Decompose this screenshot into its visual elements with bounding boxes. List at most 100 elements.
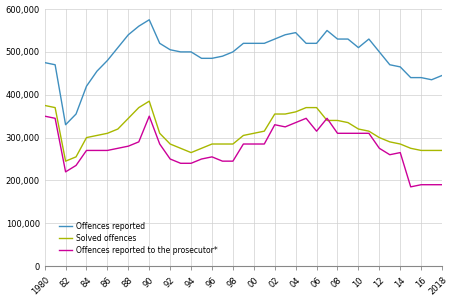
Offences reported xyxy=(147,18,152,21)
Offences reported to the prosecutor* xyxy=(377,146,382,150)
Offences reported to the prosecutor* xyxy=(168,157,173,161)
Solved offences xyxy=(84,136,89,140)
Offences reported xyxy=(157,41,163,45)
Solved offences xyxy=(220,142,225,146)
Offences reported to the prosecutor* xyxy=(157,142,163,146)
Solved offences xyxy=(419,149,424,152)
Offences reported to the prosecutor* xyxy=(126,144,131,148)
Offences reported xyxy=(262,41,267,45)
Offences reported to the prosecutor* xyxy=(188,162,194,165)
Solved offences xyxy=(377,136,382,140)
Solved offences xyxy=(168,142,173,146)
Offences reported xyxy=(168,48,173,52)
Offences reported to the prosecutor* xyxy=(262,142,267,146)
Offences reported xyxy=(366,37,371,41)
Offences reported to the prosecutor* xyxy=(429,183,434,187)
Offences reported to the prosecutor* xyxy=(345,131,350,135)
Offences reported xyxy=(73,112,79,116)
Solved offences xyxy=(303,106,309,109)
Offences reported to the prosecutor* xyxy=(241,142,246,146)
Solved offences xyxy=(355,127,361,131)
Solved offences xyxy=(251,131,257,135)
Offences reported to the prosecutor* xyxy=(366,131,371,135)
Offences reported xyxy=(105,59,110,62)
Offences reported xyxy=(178,50,183,54)
Offences reported to the prosecutor* xyxy=(324,117,330,120)
Solved offences xyxy=(429,149,434,152)
Offences reported xyxy=(355,46,361,50)
Offences reported xyxy=(398,65,403,69)
Solved offences xyxy=(387,140,393,144)
Offences reported to the prosecutor* xyxy=(52,117,58,120)
Offences reported to the prosecutor* xyxy=(439,183,445,187)
Offences reported to the prosecutor* xyxy=(84,149,89,152)
Offences reported to the prosecutor* xyxy=(42,114,47,118)
Solved offences xyxy=(209,142,215,146)
Solved offences xyxy=(94,133,100,137)
Offences reported to the prosecutor* xyxy=(199,157,204,161)
Offences reported xyxy=(188,50,194,54)
Offences reported xyxy=(199,56,204,60)
Offences reported xyxy=(282,33,288,37)
Solved offences xyxy=(42,104,47,107)
Offences reported xyxy=(377,50,382,54)
Offences reported xyxy=(42,61,47,64)
Line: Offences reported: Offences reported xyxy=(44,20,442,125)
Solved offences xyxy=(147,99,152,103)
Offences reported xyxy=(314,41,319,45)
Offences reported xyxy=(220,54,225,58)
Offences reported to the prosecutor* xyxy=(147,114,152,118)
Offences reported to the prosecutor* xyxy=(387,153,393,156)
Offences reported xyxy=(126,33,131,37)
Offences reported xyxy=(115,46,121,50)
Solved offences xyxy=(188,151,194,154)
Line: Offences reported to the prosecutor*: Offences reported to the prosecutor* xyxy=(44,116,442,187)
Offences reported to the prosecutor* xyxy=(408,185,414,189)
Solved offences xyxy=(241,133,246,137)
Solved offences xyxy=(105,131,110,135)
Legend: Offences reported, Solved offences, Offences reported to the prosecutor*: Offences reported, Solved offences, Offe… xyxy=(56,220,220,257)
Offences reported to the prosecutor* xyxy=(419,183,424,187)
Offences reported xyxy=(94,69,100,73)
Offences reported to the prosecutor* xyxy=(314,129,319,133)
Offences reported to the prosecutor* xyxy=(115,146,121,150)
Offences reported to the prosecutor* xyxy=(398,151,403,154)
Offences reported xyxy=(419,76,424,79)
Offences reported to the prosecutor* xyxy=(272,123,277,127)
Offences reported to the prosecutor* xyxy=(282,125,288,129)
Offences reported xyxy=(272,37,277,41)
Offences reported xyxy=(387,63,393,66)
Solved offences xyxy=(199,146,204,150)
Solved offences xyxy=(136,106,142,109)
Offences reported to the prosecutor* xyxy=(105,149,110,152)
Offences reported to the prosecutor* xyxy=(335,131,340,135)
Offences reported xyxy=(52,63,58,66)
Line: Solved offences: Solved offences xyxy=(44,101,442,161)
Solved offences xyxy=(126,117,131,120)
Offences reported xyxy=(230,50,236,54)
Offences reported xyxy=(84,84,89,88)
Offences reported xyxy=(293,31,298,34)
Offences reported to the prosecutor* xyxy=(73,164,79,167)
Offences reported to the prosecutor* xyxy=(63,170,68,174)
Offences reported xyxy=(209,56,215,60)
Offences reported to the prosecutor* xyxy=(355,131,361,135)
Offences reported xyxy=(439,74,445,77)
Solved offences xyxy=(272,112,277,116)
Offences reported xyxy=(251,41,257,45)
Solved offences xyxy=(115,127,121,131)
Offences reported xyxy=(429,78,434,82)
Offences reported to the prosecutor* xyxy=(230,159,236,163)
Solved offences xyxy=(439,149,445,152)
Solved offences xyxy=(408,146,414,150)
Solved offences xyxy=(282,112,288,116)
Offences reported to the prosecutor* xyxy=(251,142,257,146)
Solved offences xyxy=(314,106,319,109)
Solved offences xyxy=(335,119,340,122)
Offences reported xyxy=(345,37,350,41)
Offences reported xyxy=(324,29,330,32)
Offences reported xyxy=(136,24,142,28)
Solved offences xyxy=(178,146,183,150)
Solved offences xyxy=(63,159,68,163)
Offences reported xyxy=(241,41,246,45)
